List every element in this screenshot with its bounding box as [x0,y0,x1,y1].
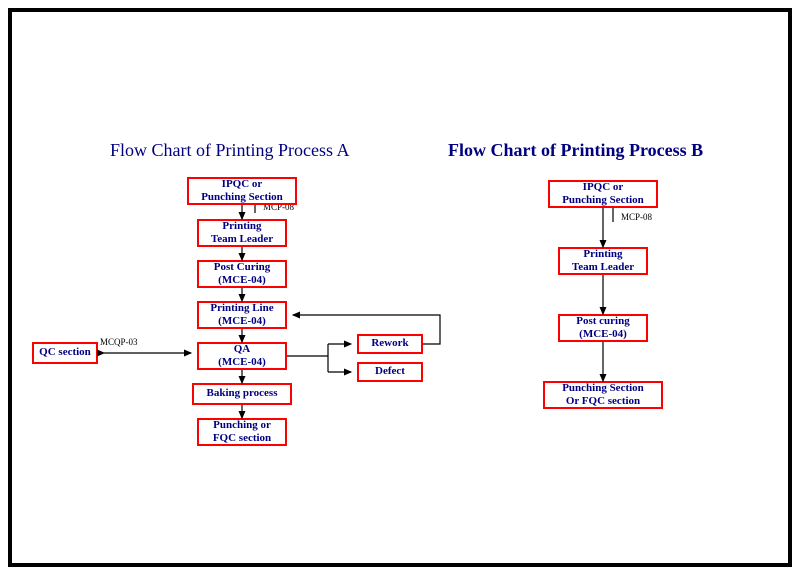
node-b-leader: PrintingTeam Leader [558,247,648,275]
node-a-qc: QC section [32,342,98,364]
node-b-punching: Punching SectionOr FQC section [543,381,663,409]
node-a-leader: PrintingTeam Leader [197,219,287,247]
node-a-postcure: Post Curing(MCE-04) [197,260,287,288]
node-b-postcure: Post curing(MCE-04) [558,314,648,342]
diagram-frame: Flow Chart of Printing Process A Flow Ch… [8,8,792,567]
node-a-baking: Baking process [192,383,292,405]
label-mcp08-b: MCP-08 [621,212,652,222]
node-a-ipqc: IPQC orPunching Section [187,177,297,205]
title-a: Flow Chart of Printing Process A [110,140,350,161]
node-a-qa: QA(MCE-04) [197,342,287,370]
node-a-defect: Defect [357,362,423,382]
diagram-canvas: Flow Chart of Printing Process A Flow Ch… [12,12,788,563]
title-b: Flow Chart of Printing Process B [448,140,703,161]
node-a-rework: Rework [357,334,423,354]
node-a-punching: Punching orFQC section [197,418,287,446]
label-mcqp03: MCQP-03 [100,337,138,347]
node-a-line: Printing Line(MCE-04) [197,301,287,329]
node-b-ipqc: IPQC orPunching Section [548,180,658,208]
connectors [12,12,788,563]
